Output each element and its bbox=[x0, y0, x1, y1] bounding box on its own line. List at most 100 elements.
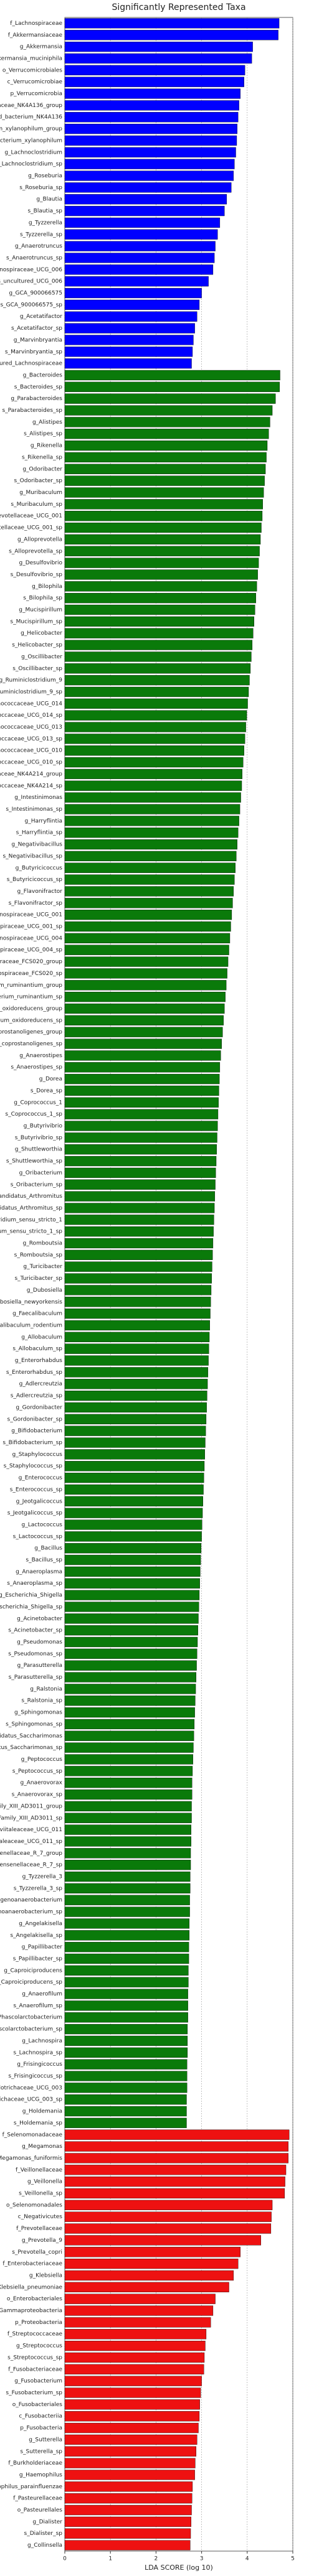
bar bbox=[64, 1754, 193, 1765]
y-tick-label: g_Frisingicoccus bbox=[17, 2061, 62, 2068]
bar bbox=[64, 2177, 285, 2187]
y-tick-label: g_Enterococcus bbox=[19, 1475, 63, 1482]
y-tick-label: s_Oribacterium_sp bbox=[11, 1182, 63, 1188]
bar bbox=[64, 992, 226, 1002]
bar bbox=[64, 1895, 190, 1905]
y-tick-label: s_Coprococcus_1_sp bbox=[5, 1111, 62, 1118]
y-tick-label: s_Blautia_sp bbox=[27, 208, 62, 215]
y-tick-label: g_Bilophila bbox=[32, 584, 62, 590]
bar bbox=[64, 898, 233, 908]
y-tick-label: s_Acinetobacter_sp bbox=[8, 1628, 62, 1634]
bar bbox=[64, 42, 253, 52]
bar bbox=[64, 1602, 199, 1612]
bar bbox=[64, 1273, 212, 1284]
bar bbox=[64, 2282, 229, 2292]
bar bbox=[64, 2106, 187, 2117]
y-tick-label: g_Ruminococcaceae_UCG_013 bbox=[0, 724, 62, 730]
y-tick-label: g_Candidatus_Arthromitus bbox=[0, 1193, 62, 1200]
y-tick-label: g_Butyricicoccus bbox=[16, 865, 63, 871]
y-tick-label: g_Tyzzerella bbox=[29, 220, 62, 226]
bar bbox=[64, 299, 200, 310]
bar bbox=[64, 1155, 217, 1167]
y-tick-label: s_uncultured_bacterium_NK4A136 bbox=[0, 114, 62, 121]
bar bbox=[64, 65, 245, 75]
bar bbox=[64, 1132, 217, 1143]
y-tick-label: g_Muribaculum bbox=[19, 490, 62, 496]
y-tick-label: g_Defluviitaleaceae_UCG_011 bbox=[0, 1827, 62, 1833]
y-tick-label: s_Adlercreutzia_sp bbox=[11, 1393, 63, 1399]
bar bbox=[64, 862, 236, 873]
y-tick-label: f_Veillonellaceae bbox=[16, 2167, 62, 2173]
bar bbox=[64, 1472, 204, 1483]
bar bbox=[64, 757, 244, 768]
bar bbox=[64, 2223, 272, 2234]
bar bbox=[64, 2259, 239, 2269]
y-tick-label: s_Helicobacter_sp bbox=[12, 642, 62, 648]
bar bbox=[64, 2270, 234, 2281]
bar bbox=[64, 1097, 219, 1108]
bar bbox=[64, 440, 268, 451]
y-tick-label: s_uncultured_UCG_006 bbox=[0, 279, 62, 285]
y-tick-label: f_Burkholderiaceae bbox=[8, 2460, 62, 2466]
bar bbox=[64, 651, 252, 662]
bar bbox=[64, 1203, 215, 1213]
bar bbox=[64, 1519, 202, 1530]
bar bbox=[64, 1121, 218, 1131]
y-tick-label: p_Proteobacteria bbox=[15, 2320, 62, 2326]
bar bbox=[64, 745, 244, 756]
bar bbox=[64, 53, 252, 64]
y-tick-label: s_Escherichia_Shigella_sp bbox=[0, 1604, 62, 1610]
bar bbox=[64, 2211, 272, 2222]
bar bbox=[64, 2329, 207, 2340]
bar bbox=[64, 1437, 206, 1448]
y-tick-label: o_Pasteurellales bbox=[17, 2508, 63, 2514]
bar bbox=[64, 475, 265, 486]
bar bbox=[64, 229, 218, 240]
bar bbox=[64, 2411, 200, 2422]
y-tick-label: s_Anaeroplasma_sp bbox=[7, 1580, 62, 1587]
bar bbox=[64, 604, 255, 615]
bar bbox=[64, 1660, 197, 1671]
y-tick-label: g_Peptococcus bbox=[21, 1757, 63, 1763]
bar bbox=[64, 1355, 209, 1366]
y-tick-label: g_Pseudomonas bbox=[17, 1639, 62, 1645]
bar bbox=[64, 663, 251, 674]
y-tick-label: s_Shuttleworthia_sp bbox=[6, 1159, 62, 1165]
y-tick-label: g_Angelakisella bbox=[19, 1921, 62, 1927]
y-tick-label: s_Bacteroides_sp bbox=[14, 384, 63, 390]
bar bbox=[64, 88, 241, 99]
bar bbox=[64, 546, 260, 556]
bar bbox=[64, 2528, 191, 2539]
bar bbox=[64, 1906, 190, 1917]
bar bbox=[64, 1402, 207, 1413]
y-tick-label: s_Angelakisella_sp bbox=[10, 1933, 62, 1939]
bar bbox=[64, 2504, 192, 2516]
y-tick-label: g_Negativibacillus bbox=[11, 842, 62, 848]
y-tick-label: o_Selenomonadales bbox=[6, 2202, 62, 2208]
x-tick-label: 3 bbox=[200, 2556, 204, 2562]
y-tick-label: s_Hydrogenoanaerobacterium_sp bbox=[0, 1909, 62, 1915]
y-tick-label: g_Parasutterella bbox=[17, 1663, 62, 1669]
y-tick-label: s_Parasutterella_sp bbox=[9, 1674, 63, 1681]
bar bbox=[64, 1379, 208, 1389]
y-tick-label: g_Odoribacter bbox=[22, 466, 62, 472]
bar bbox=[64, 2470, 195, 2480]
y-tick-label: s_Alloprevotella_sp bbox=[9, 548, 62, 554]
y-tick-label: g_Blautia bbox=[36, 197, 62, 203]
bar bbox=[64, 874, 235, 885]
bar bbox=[64, 323, 195, 334]
bar bbox=[64, 2117, 187, 2129]
bar bbox=[64, 945, 229, 955]
bar bbox=[64, 2188, 285, 2199]
bar bbox=[64, 159, 235, 169]
y-tick-label: s_Oscillibacter_sp bbox=[12, 666, 62, 672]
bar bbox=[64, 1554, 201, 1566]
y-tick-label: s_Candidatus_Saccharimonas_sp bbox=[0, 1745, 62, 1751]
bar bbox=[64, 2153, 288, 2163]
bar bbox=[64, 2200, 273, 2210]
bar bbox=[64, 1719, 195, 1730]
bar bbox=[64, 205, 225, 217]
bar bbox=[64, 534, 261, 545]
y-tick-label: g_Erysipelotrichaceae_UCG_003 bbox=[0, 2085, 62, 2091]
y-tick-label: f_Enterobacteriaceae bbox=[2, 2261, 62, 2267]
